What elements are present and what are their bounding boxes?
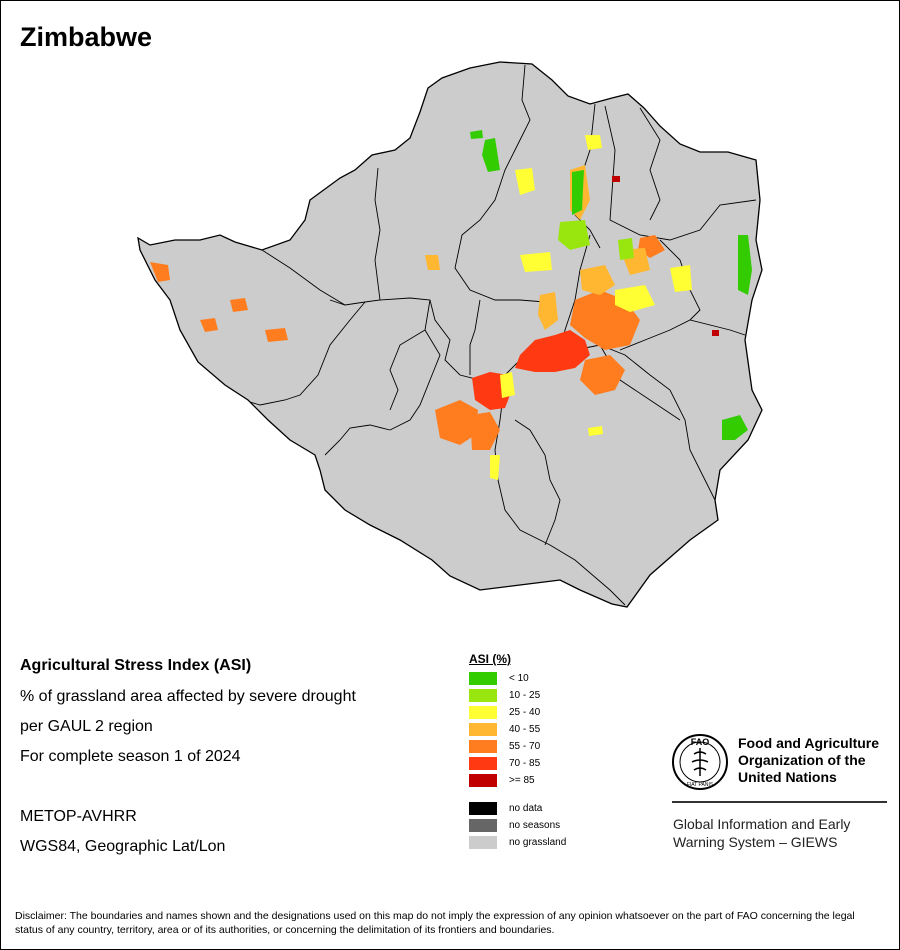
giews-name: Global Information and Early Warning Sys… — [673, 816, 851, 850]
zimbabwe-map — [137, 61, 763, 608]
legend-swatch — [469, 723, 497, 736]
description-line-3: per GAUL 2 region — [20, 718, 153, 735]
legend-swatch — [469, 706, 497, 719]
legend-label: no seasons — [509, 820, 561, 831]
map-title: Zimbabwe — [20, 22, 153, 52]
legend-label: 25 - 40 — [509, 707, 541, 718]
legend-swatch — [469, 836, 497, 849]
sensor-label: METOP-AVHRR — [20, 808, 137, 825]
fao-name: Food and Agriculture Organization of the… — [738, 735, 880, 785]
description-line-2: % of grassland area affected by severe d… — [20, 688, 356, 705]
fao-motto: FIAT PANIS — [687, 782, 714, 788]
index-name: Agricultural Stress Index (ASI) — [20, 657, 252, 674]
legend-label: >= 85 — [509, 775, 535, 786]
disclaimer: Disclaimer: The boundaries and names sho… — [15, 910, 855, 936]
legend-swatch — [469, 802, 497, 815]
legend-label: < 10 — [509, 673, 529, 684]
projection-label: WGS84, Geographic Lat/Lon — [20, 838, 226, 855]
legend-swatch — [469, 740, 497, 753]
asi-areas — [150, 130, 752, 480]
fao-logo-text: FAO — [691, 737, 710, 747]
legend-label: no data — [509, 803, 543, 814]
legend-swatch — [469, 819, 497, 832]
fao-divider — [672, 801, 887, 803]
legend-label: 40 - 55 — [509, 724, 541, 735]
country-outline — [137, 61, 763, 608]
legend-label: no grassland — [509, 837, 567, 848]
legend-label: 10 - 25 — [509, 690, 541, 701]
legend-title: ASI (%) — [469, 652, 511, 666]
legend-swatch — [469, 774, 497, 787]
legend-label: 55 - 70 — [509, 741, 541, 752]
legend-swatch — [469, 672, 497, 685]
legend-swatch — [469, 757, 497, 770]
legend-swatch — [469, 689, 497, 702]
fao-logo-icon: FAO FIAT PANIS — [672, 734, 728, 790]
season-label: For complete season 1 of 2024 — [20, 748, 241, 765]
legend-label: 70 - 85 — [509, 758, 541, 769]
